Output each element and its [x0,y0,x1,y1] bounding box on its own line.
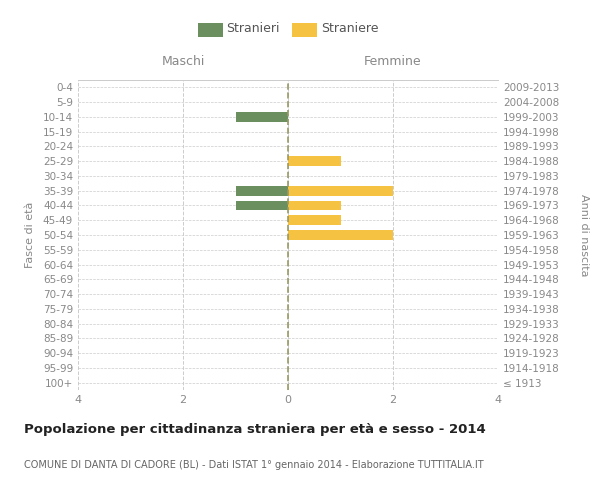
Y-axis label: Anni di nascita: Anni di nascita [579,194,589,276]
Bar [288,216,341,225]
Bar [288,186,393,196]
Bar [288,230,393,240]
Bar [235,112,288,122]
Text: Femmine: Femmine [364,55,422,68]
Bar [288,156,341,166]
Text: Popolazione per cittadinanza straniera per età e sesso - 2014: Popolazione per cittadinanza straniera p… [24,422,486,436]
Bar [235,186,288,196]
Bar [235,200,288,210]
Legend: Stranieri, Straniere: Stranieri, Straniere [194,18,382,39]
Y-axis label: Fasce di età: Fasce di età [25,202,35,268]
Text: Maschi: Maschi [161,55,205,68]
Text: COMUNE DI DANTA DI CADORE (BL) - Dati ISTAT 1° gennaio 2014 - Elaborazione TUTTI: COMUNE DI DANTA DI CADORE (BL) - Dati IS… [24,460,484,470]
Bar [288,200,341,210]
